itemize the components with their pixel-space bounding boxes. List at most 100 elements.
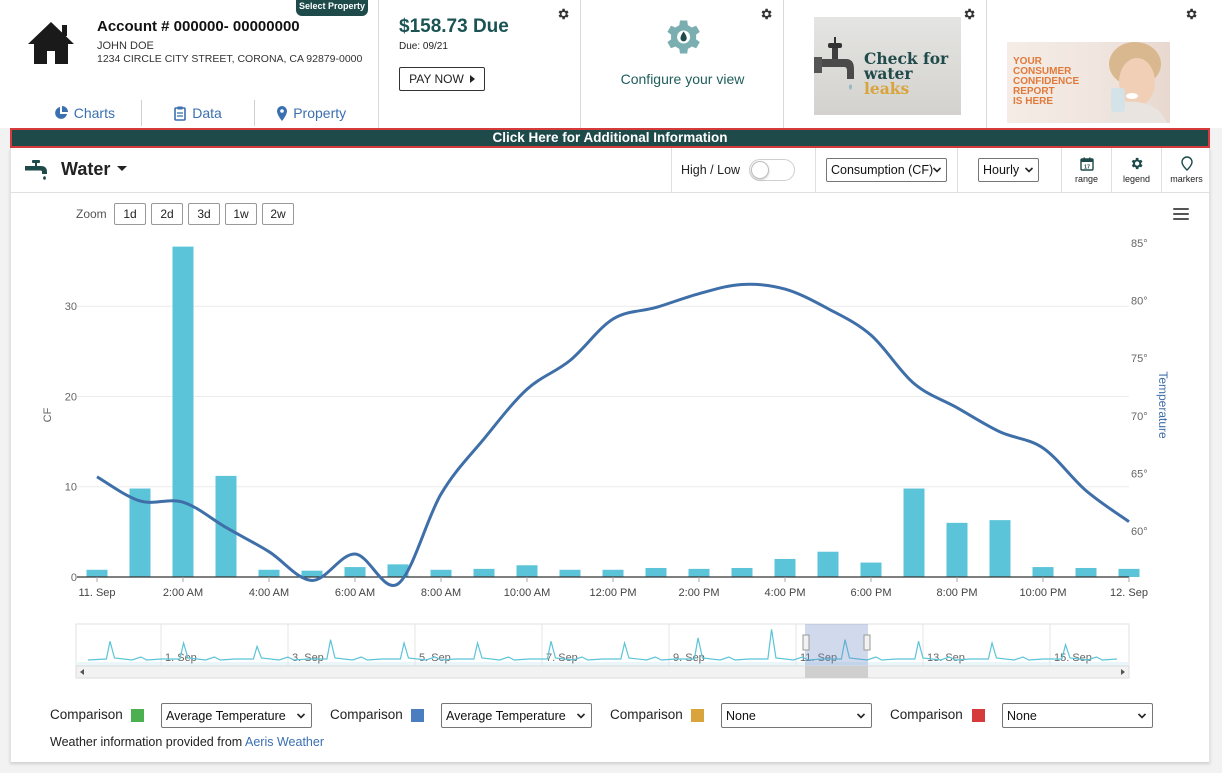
aeris-weather-link[interactable]: Aeris Weather — [245, 735, 324, 749]
comparison-select-1[interactable]: Average Temperature — [161, 703, 312, 728]
report-ad-widget[interactable]: YOUR CONSUMER CONFIDENCE REPORT IS HERE — [987, 0, 1222, 128]
comparison-label: Comparison — [330, 707, 403, 722]
comparison-select-2[interactable]: Average Temperature — [441, 703, 592, 728]
x-axis-tick-label: 10:00 AM — [504, 587, 550, 599]
gear-icon[interactable] — [759, 7, 773, 21]
chevron-down-icon — [297, 713, 305, 719]
gear-icon[interactable] — [962, 7, 976, 21]
report-ad-text: YOUR CONSUMER CONFIDENCE REPORT IS HERE — [1013, 57, 1103, 107]
measure-select-value: Consumption (CF) — [831, 163, 934, 177]
leak-ad-widget[interactable]: Check for water leaks — [784, 0, 987, 128]
measure-select[interactable]: Consumption (CF) — [826, 158, 947, 182]
comparison-swatch — [411, 709, 424, 722]
navigator-scrollbar-thumb — [805, 666, 868, 678]
x-axis-tick-label: 10:00 PM — [1019, 587, 1066, 599]
toggle-knob — [751, 161, 769, 179]
high-low-toggle[interactable] — [749, 159, 795, 181]
bill-amount-due: $158.73 Due — [399, 16, 509, 37]
comparison-label: Comparison — [890, 707, 963, 722]
map-pin-icon — [277, 105, 288, 121]
y2-axis-tick-label: 85° — [1131, 238, 1148, 250]
report-ad-line: YOUR — [1013, 56, 1042, 67]
chart-toolbar: Water High / Low Consumption (CF) Hourly… — [11, 148, 1211, 193]
nav-charts[interactable]: Charts — [28, 100, 142, 126]
comparison-select-4[interactable]: None — [1002, 703, 1153, 728]
y-axis-tick-label: 10 — [65, 482, 77, 494]
usage-bar — [645, 567, 667, 577]
navigator-date-label: 9. Sep — [673, 652, 705, 664]
high-low-label: High / Low — [681, 163, 741, 177]
x-axis-tick-label: 8:00 AM — [421, 587, 461, 599]
utility-selector[interactable]: Water — [61, 159, 111, 179]
navigator-date-label: 5. Sep — [419, 652, 451, 664]
nav-property[interactable]: Property — [255, 100, 368, 126]
caret-down-icon[interactable] — [117, 166, 127, 171]
zoom-3d-button[interactable]: 3d — [188, 203, 220, 225]
x-axis-tick-label: 4:00 PM — [765, 587, 806, 599]
y2-axis-tick-label: 80° — [1131, 296, 1148, 308]
y2-axis-tick-label: 75° — [1131, 353, 1148, 365]
usage-bar — [516, 565, 538, 577]
chevron-down-icon — [577, 713, 585, 719]
y-axis-title: CF — [42, 407, 54, 422]
weather-attribution-text: Weather information provided from — [50, 735, 246, 749]
report-ad-line: REPORT — [1013, 86, 1055, 97]
woman-drinking-illustration — [1107, 42, 1167, 123]
comparison-swatch — [131, 709, 144, 722]
navigator-right-handle — [863, 634, 871, 651]
caret-right-icon — [469, 72, 475, 86]
x-axis-tick-label: 2:00 AM — [163, 587, 203, 599]
report-ad-image[interactable]: YOUR CONSUMER CONFIDENCE REPORT IS HERE — [1007, 42, 1170, 123]
bill-widget: $158.73 Due Due: 09/21 PAY NOW — [379, 0, 581, 128]
navigator-date-label: 11. Sep — [800, 652, 837, 664]
x-axis-tick-label: 2:00 PM — [679, 587, 720, 599]
usage-bar — [430, 569, 452, 577]
leak-ad-line1: Check for — [864, 49, 949, 68]
pay-now-button[interactable]: PAY NOW — [399, 67, 485, 91]
nav-charts-label: Charts — [73, 105, 115, 121]
comparison-swatch — [972, 709, 985, 722]
legend-button[interactable]: legend — [1111, 148, 1161, 192]
zoom-2w-button[interactable]: 2w — [262, 203, 294, 225]
leak-ad-image[interactable]: Check for water leaks — [814, 17, 961, 115]
chart-menu-icon[interactable] — [1173, 208, 1189, 220]
temperature-line — [96, 282, 1130, 587]
additional-info-banner[interactable]: Click Here for Additional Information — [10, 128, 1210, 148]
usage-bar — [946, 522, 968, 577]
range-button-label: range — [1074, 173, 1099, 184]
markers-button[interactable]: markers — [1161, 148, 1211, 192]
markers-button-label: markers — [1170, 174, 1203, 184]
gear-icon[interactable] — [556, 7, 570, 21]
comparison-select-value: Average Temperature — [446, 708, 566, 723]
toolbar-divider — [815, 148, 816, 192]
range-button[interactable]: 17 range — [1061, 148, 1111, 192]
chevron-down-icon — [857, 713, 865, 719]
usage-chart-panel: Water High / Low Consumption (CF) Hourly… — [10, 148, 1211, 762]
usage-bar — [688, 568, 710, 577]
usage-bar — [559, 569, 581, 577]
calendar-icon: 17 — [1079, 157, 1094, 171]
configure-widget[interactable]: Configure your view — [581, 0, 784, 128]
leak-ad-text: Check for water leaks — [864, 49, 961, 98]
leak-ad-line2-b: leaks — [864, 79, 910, 98]
nav-property-label: Property — [293, 105, 347, 121]
zoom-1w-button[interactable]: 1w — [225, 203, 257, 225]
interval-select[interactable]: Hourly — [978, 158, 1039, 182]
zoom-2d-button[interactable]: 2d — [151, 203, 183, 225]
gear-icon[interactable] — [1184, 7, 1198, 21]
select-property-button[interactable]: Select Property — [296, 0, 368, 16]
usage-bar — [86, 569, 108, 577]
nav-data[interactable]: Data — [142, 100, 256, 126]
usage-bar — [1118, 568, 1140, 577]
y2-axis-tick-label: 60° — [1131, 526, 1148, 538]
pay-now-label: PAY NOW — [409, 72, 464, 86]
usage-bar — [903, 488, 925, 577]
usage-chart: 0 10 20 30 CF 60° 65° 70° 75° 80° 85° Temperature 11… — [42, 238, 1170, 679]
comparison-select-3[interactable]: None — [721, 703, 872, 728]
usage-bar — [1075, 567, 1097, 577]
home-icon — [26, 20, 76, 66]
zoom-1d-button[interactable]: 1d — [114, 203, 146, 225]
report-ad-line: IS HERE — [1013, 96, 1054, 107]
navigator-date-label: 7. Sep — [546, 652, 578, 664]
